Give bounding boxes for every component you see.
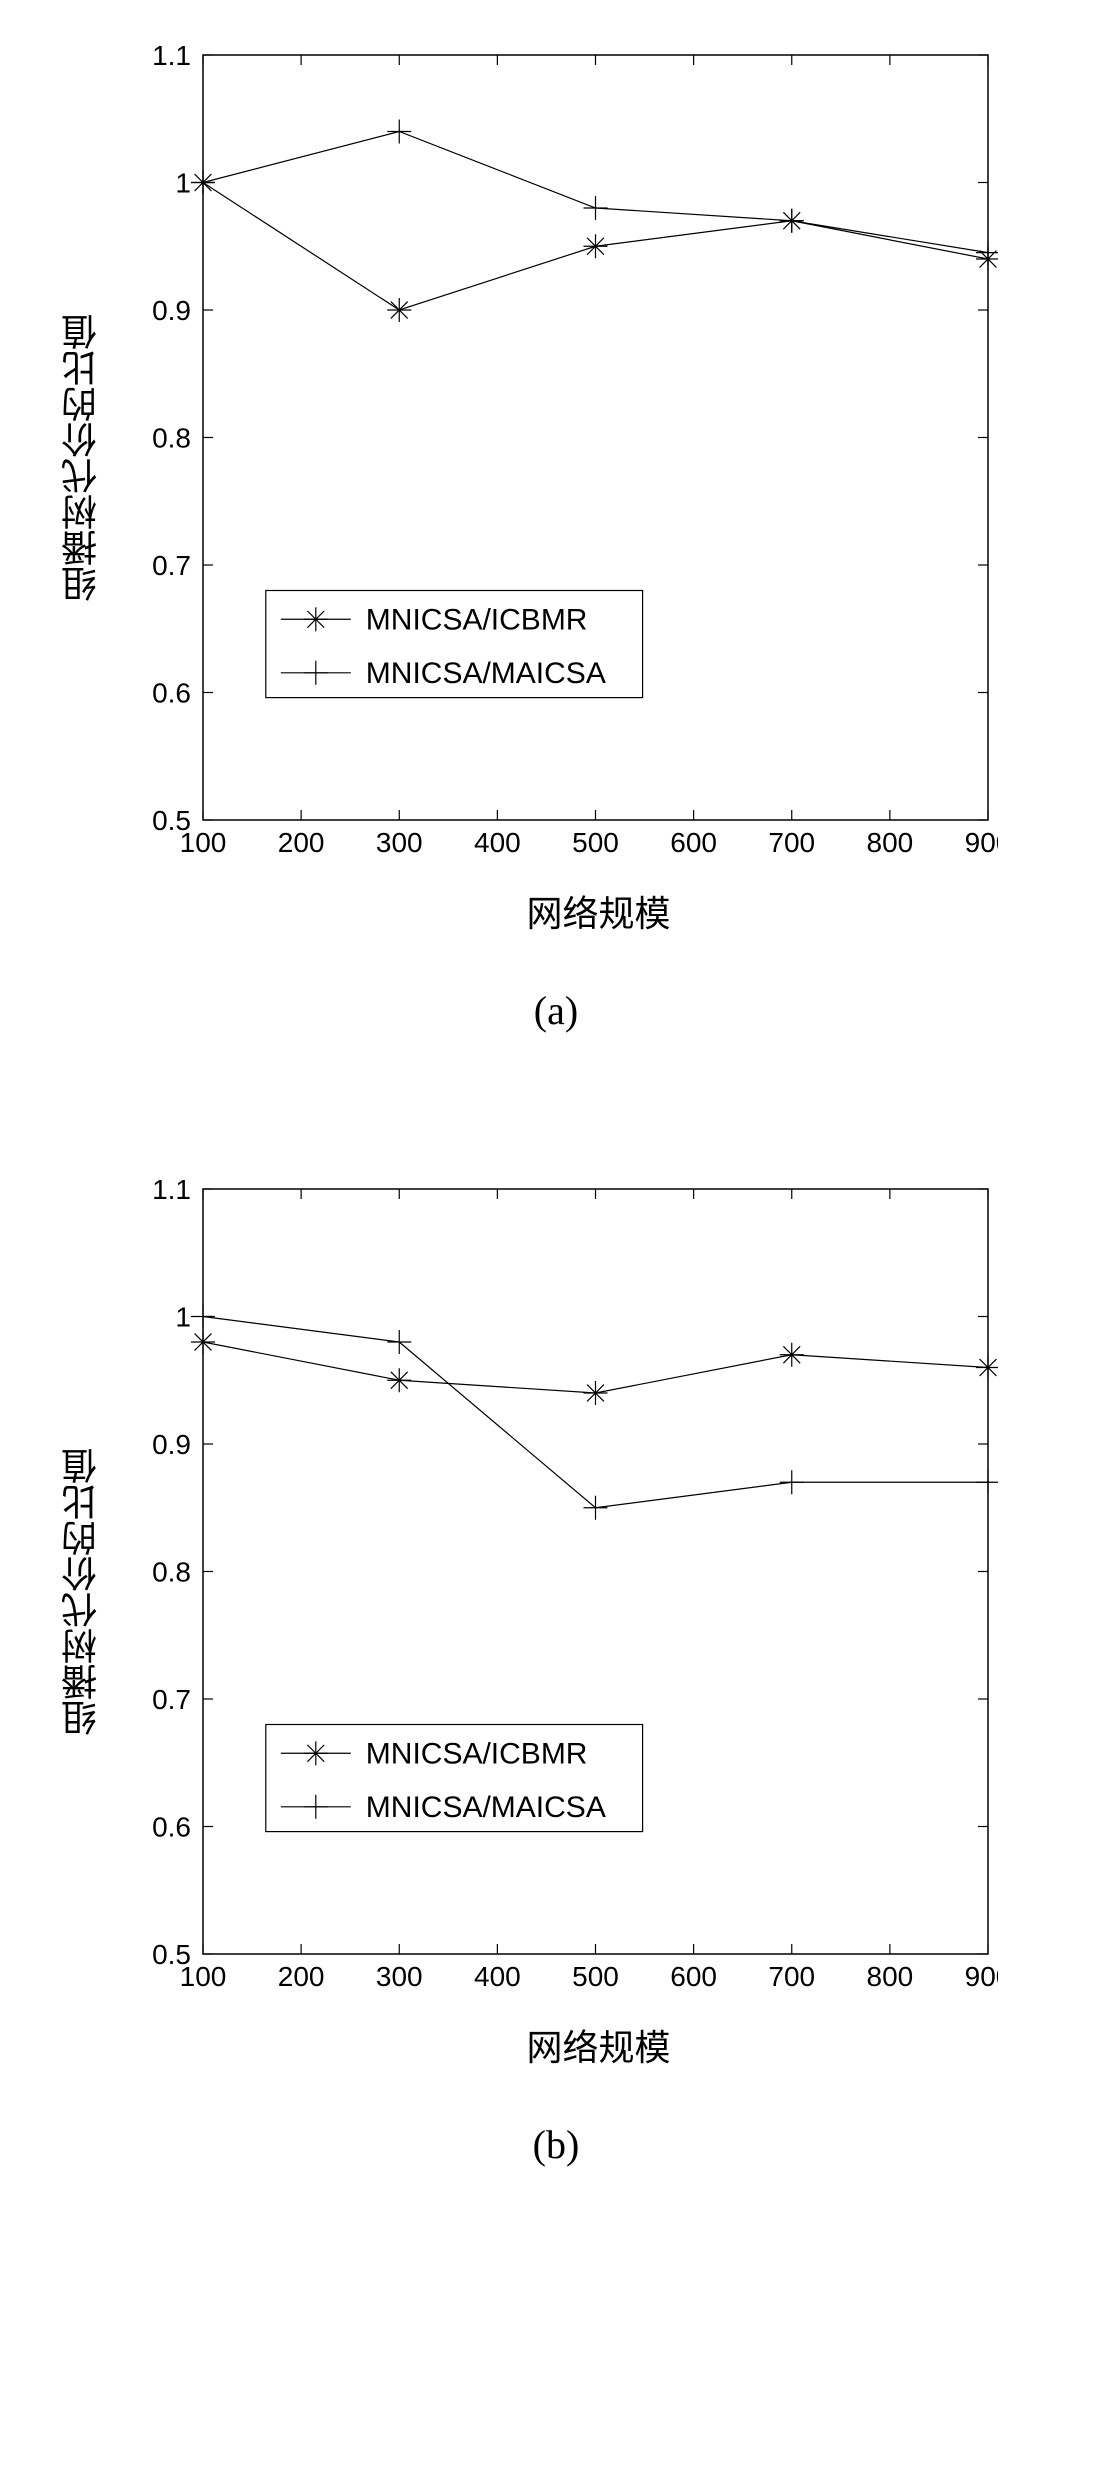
svg-text:900: 900 <box>965 1961 998 1992</box>
svg-text:0.9: 0.9 <box>152 295 191 326</box>
svg-text:600: 600 <box>670 1961 717 1992</box>
svg-text:0.5: 0.5 <box>152 1939 191 1970</box>
figure-container: 组播树代价的比值 1002003004005006007008009000.50… <box>0 0 1112 2268</box>
svg-text:MNICSA/ICBMR: MNICSA/ICBMR <box>366 603 588 636</box>
svg-text:200: 200 <box>278 1961 325 1992</box>
svg-text:MNICSA/MAICSA: MNICSA/MAICSA <box>366 1791 606 1824</box>
chart-a-x-label: 网络规模 <box>141 885 1056 937</box>
svg-text:0.9: 0.9 <box>152 1429 191 1460</box>
svg-text:0.7: 0.7 <box>152 1684 191 1715</box>
svg-text:MNICSA/ICBMR: MNICSA/ICBMR <box>366 1737 588 1770</box>
svg-text:600: 600 <box>670 827 717 858</box>
svg-text:MNICSA/MAICSA: MNICSA/MAICSA <box>366 657 606 690</box>
svg-text:300: 300 <box>376 1961 423 1992</box>
svg-text:1.1: 1.1 <box>152 1174 191 1205</box>
svg-text:500: 500 <box>572 827 619 858</box>
svg-text:700: 700 <box>768 1961 815 1992</box>
svg-text:0.5: 0.5 <box>152 805 191 836</box>
svg-text:0.7: 0.7 <box>152 550 191 581</box>
svg-text:0.6: 0.6 <box>152 678 191 709</box>
svg-text:700: 700 <box>768 827 815 858</box>
chart-a-plot: 1002003004005006007008009000.50.60.70.80… <box>118 40 998 875</box>
chart-a-y-label: 组播树代价的比值 <box>56 314 108 602</box>
svg-text:1.1: 1.1 <box>152 40 191 71</box>
svg-text:200: 200 <box>278 827 325 858</box>
svg-text:0.8: 0.8 <box>152 1557 191 1588</box>
svg-text:300: 300 <box>376 827 423 858</box>
svg-text:1: 1 <box>175 168 191 199</box>
chart-a-caption: (a) <box>56 987 1056 1034</box>
chart-b-caption: (b) <box>56 2121 1056 2168</box>
svg-text:900: 900 <box>965 827 998 858</box>
chart-b-x-label: 网络规模 <box>141 2019 1056 2071</box>
svg-text:500: 500 <box>572 1961 619 1992</box>
svg-text:400: 400 <box>474 1961 521 1992</box>
svg-text:1: 1 <box>175 1302 191 1333</box>
svg-text:0.8: 0.8 <box>152 423 191 454</box>
chart-b-block: 组播树代价的比值 1002003004005006007008009000.50… <box>56 1174 1056 2248</box>
chart-a-block: 组播树代价的比值 1002003004005006007008009000.50… <box>56 40 1056 1114</box>
svg-text:0.6: 0.6 <box>152 1812 191 1843</box>
svg-text:800: 800 <box>867 1961 914 1992</box>
svg-text:800: 800 <box>867 827 914 858</box>
chart-b-y-label: 组播树代价的比值 <box>56 1448 108 1736</box>
chart-b-plot: 1002003004005006007008009000.50.60.70.80… <box>118 1174 998 2009</box>
svg-text:400: 400 <box>474 827 521 858</box>
